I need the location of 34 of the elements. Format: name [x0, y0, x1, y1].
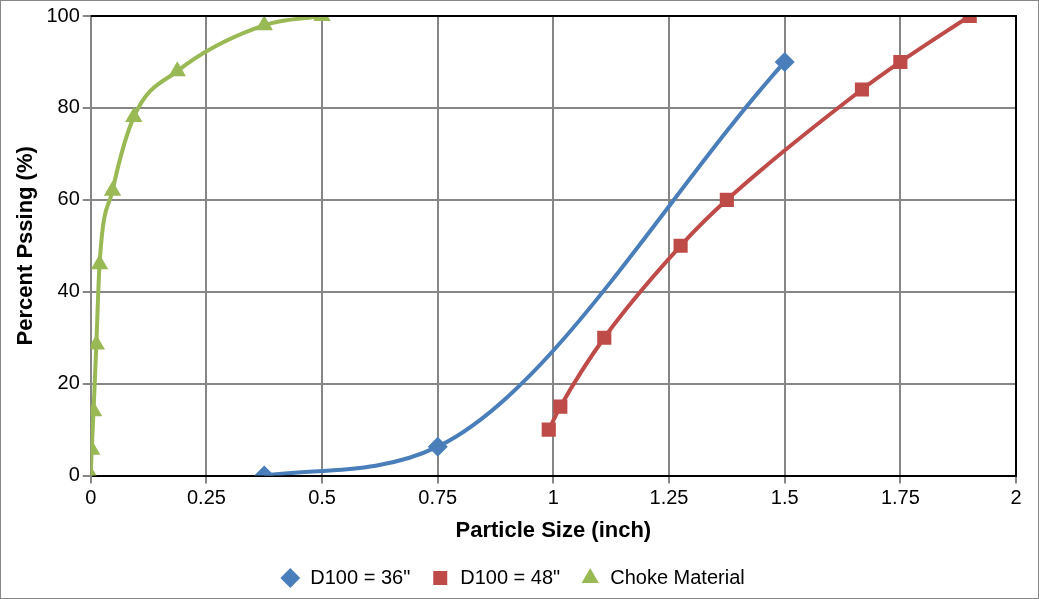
legend-label: D100 = 48"	[460, 565, 561, 588]
x-tick-label: 0.75	[418, 486, 458, 509]
point	[103, 180, 122, 196]
point	[553, 399, 568, 414]
point	[255, 16, 273, 31]
x-tick-label: 0.25	[186, 486, 226, 509]
x-tick-label: 2	[1010, 486, 1022, 509]
x-tick-label: 1.5	[770, 486, 799, 509]
point	[125, 107, 143, 123]
x-tick-label: 0	[85, 486, 97, 509]
point	[774, 51, 795, 72]
y-tick-label: 100	[46, 3, 80, 26]
point	[719, 192, 734, 207]
y-tick-label: 40	[57, 279, 80, 302]
y-tick-label: 0	[68, 463, 80, 486]
legend-label: D100 = 36"	[310, 565, 411, 588]
x-tick-label: 1.25	[649, 486, 689, 509]
point	[597, 330, 612, 345]
x-tick-label: 1	[547, 486, 559, 509]
x-axis-title: Particle Size (inch)	[455, 516, 652, 542]
x-tick-label: 0.5	[308, 486, 336, 509]
y-tick-label: 60	[57, 187, 80, 210]
y-tick-label: 20	[57, 371, 80, 394]
point	[541, 422, 556, 437]
point	[90, 254, 109, 270]
legend-label: Choke Material	[610, 565, 745, 588]
point	[168, 61, 186, 77]
y-axis-title: Percent Pssing (%)	[12, 146, 38, 346]
point	[427, 436, 448, 457]
point	[893, 54, 908, 70]
y-tick-label: 80	[57, 95, 80, 118]
point	[854, 82, 870, 97]
point	[673, 238, 688, 253]
x-tick-label: 1.75	[880, 486, 920, 509]
